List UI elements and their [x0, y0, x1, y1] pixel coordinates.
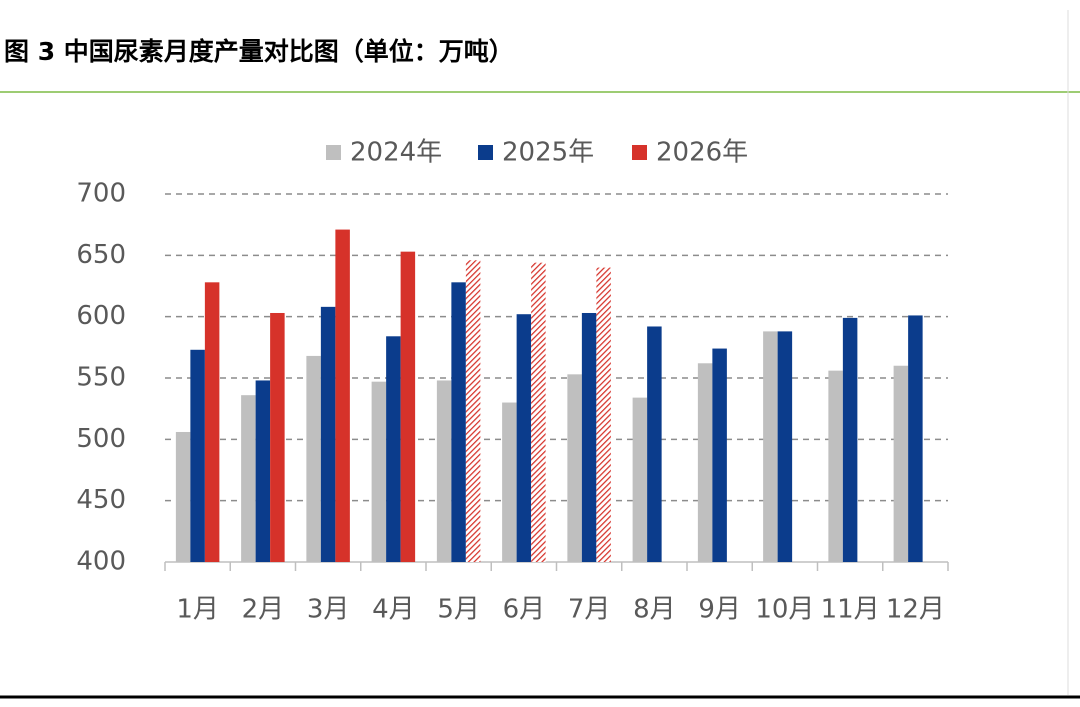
bar — [842, 317, 858, 562]
bar — [451, 282, 466, 562]
x-tick-label: 10月 — [755, 595, 814, 625]
bar — [777, 331, 793, 562]
legend-label: 2026年 — [656, 138, 748, 168]
bar — [175, 431, 191, 562]
bar — [270, 312, 285, 562]
y-tick-label: 400 — [76, 547, 126, 577]
bar — [763, 331, 778, 562]
x-tick-label: 7月 — [568, 595, 611, 625]
bar — [596, 267, 611, 562]
bar — [697, 363, 713, 562]
bar — [502, 402, 517, 562]
bar — [567, 374, 582, 562]
y-tick-label: 500 — [76, 424, 126, 454]
bar — [647, 326, 662, 562]
x-tick-label: 6月 — [503, 595, 546, 625]
bar — [306, 355, 321, 562]
bar — [516, 314, 532, 562]
bar — [712, 348, 727, 562]
bar — [255, 380, 271, 562]
bar — [371, 381, 387, 562]
bar — [893, 365, 909, 562]
chart-title: 图 3 中国尿素月度产量对比图（单位：万吨） — [4, 37, 514, 66]
bar — [632, 397, 648, 562]
bar — [320, 306, 336, 562]
x-tick-label: 1月 — [176, 595, 219, 625]
bar — [190, 349, 205, 562]
x-tick-label: 8月 — [633, 595, 676, 625]
bar — [908, 315, 923, 562]
bar — [386, 336, 401, 562]
legend-label: 2024年 — [350, 138, 442, 168]
y-tick-label: 600 — [76, 301, 126, 331]
bar — [335, 229, 350, 562]
bar — [465, 260, 481, 562]
bar — [828, 370, 843, 562]
y-tick-label: 700 — [76, 179, 126, 209]
bar — [436, 380, 452, 562]
legend-swatch — [478, 145, 493, 160]
x-tick-label: 12月 — [886, 595, 945, 625]
legend-swatch — [326, 145, 341, 160]
x-tick-label: 9月 — [698, 595, 741, 625]
bar — [400, 251, 416, 563]
y-tick-label: 550 — [76, 363, 126, 393]
legend-swatch — [632, 145, 647, 160]
y-tick-label: 450 — [76, 485, 126, 515]
y-tick-label: 650 — [76, 240, 126, 270]
bar — [204, 282, 220, 562]
x-tick-label: 5月 — [437, 595, 480, 625]
bar — [531, 262, 546, 562]
x-tick-label: 3月 — [307, 595, 350, 625]
x-tick-label: 2月 — [242, 595, 285, 625]
legend-label: 2025年 — [502, 138, 594, 168]
bar — [241, 395, 256, 562]
bar — [581, 312, 597, 562]
x-tick-label: 11月 — [821, 595, 880, 625]
x-tick-label: 4月 — [372, 595, 415, 625]
